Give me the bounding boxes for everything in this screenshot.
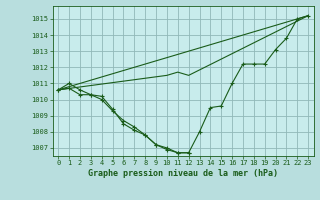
- X-axis label: Graphe pression niveau de la mer (hPa): Graphe pression niveau de la mer (hPa): [88, 169, 278, 178]
